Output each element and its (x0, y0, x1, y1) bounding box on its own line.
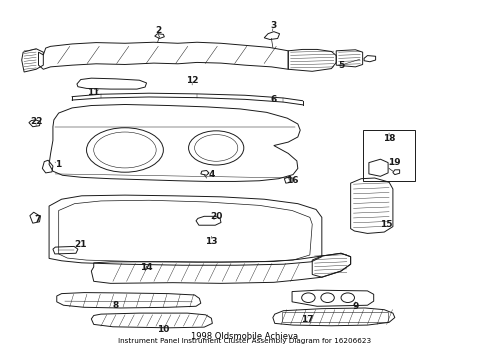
Text: 21: 21 (74, 240, 87, 249)
Text: 4: 4 (208, 170, 215, 179)
Text: 14: 14 (140, 263, 153, 272)
Text: 13: 13 (205, 237, 218, 246)
Text: 3: 3 (270, 21, 277, 30)
Text: 10: 10 (157, 325, 170, 334)
Text: 15: 15 (380, 220, 393, 229)
Text: 17: 17 (301, 315, 314, 324)
Text: 7: 7 (34, 215, 41, 224)
Text: 1: 1 (54, 160, 61, 169)
Text: 6: 6 (270, 95, 277, 104)
Bar (363, 130, 416, 181)
Text: Instrument Panel Instrument Cluster Assembly Diagram for 16206623: Instrument Panel Instrument Cluster Asse… (119, 338, 371, 345)
Text: 20: 20 (210, 212, 222, 221)
Text: 2: 2 (155, 26, 162, 35)
Text: 22: 22 (30, 117, 42, 126)
Text: 18: 18 (383, 134, 395, 143)
Text: 19: 19 (388, 158, 400, 167)
Text: 5: 5 (338, 60, 344, 70)
Text: 9: 9 (352, 302, 359, 311)
Text: 12: 12 (186, 76, 198, 85)
Text: 11: 11 (88, 88, 100, 97)
Text: 16: 16 (286, 176, 298, 185)
Text: 1998 Oldsmobile Achieva: 1998 Oldsmobile Achieva (192, 332, 298, 341)
Text: 8: 8 (112, 301, 119, 310)
